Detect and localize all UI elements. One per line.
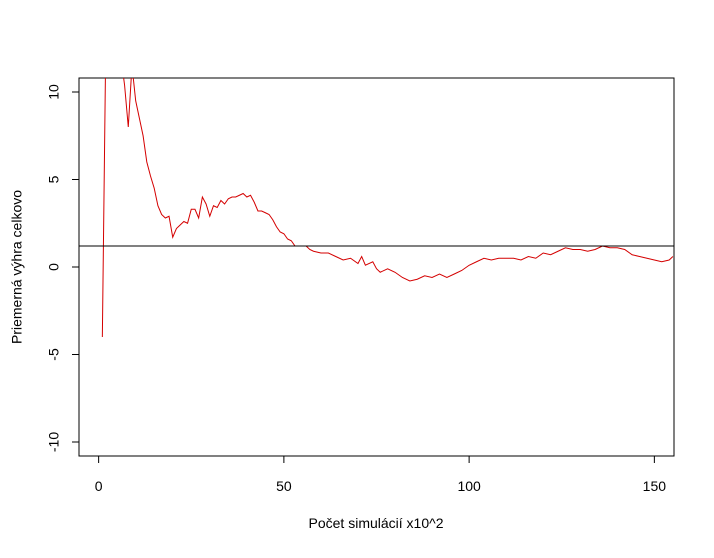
y-axis-label: Priemerná výhra celkovo [9, 190, 25, 344]
y-tick-label: 10 [46, 84, 62, 100]
x-tick-label: 50 [276, 478, 292, 494]
x-tick-label: 0 [95, 478, 103, 494]
x-axis-label: Počet simulácií x10^2 [309, 515, 444, 531]
y-tick-label: 5 [46, 175, 62, 183]
data-line [101, 78, 674, 338]
x-tick-label: 150 [643, 478, 667, 494]
y-tick-label: 0 [46, 263, 62, 271]
plot-box [78, 77, 675, 457]
y-tick-label: -10 [46, 432, 62, 452]
x-tick-label: 100 [457, 478, 481, 494]
y-tick-label: -5 [46, 348, 62, 361]
